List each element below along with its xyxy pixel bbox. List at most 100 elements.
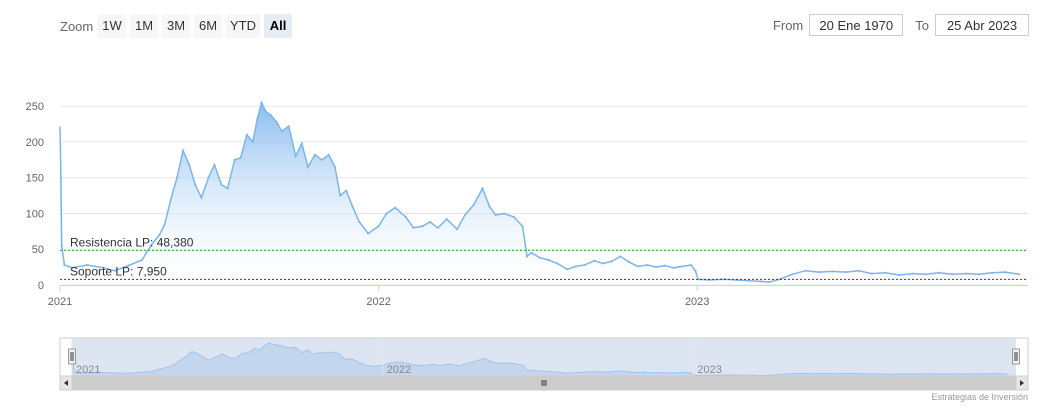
data-point [58,126,62,129]
data-point [436,226,440,229]
data-point [200,196,203,199]
from-label: From [772,17,804,33]
data-point [503,212,506,215]
data-point [646,263,649,267]
data-point [817,270,820,274]
zoom-button-all[interactable]: All [264,14,292,38]
data-point [488,205,491,208]
from-date-input[interactable] [809,14,904,36]
date-range: From To [773,14,1029,36]
navigator[interactable]: 2021 2022 2023 [59,337,1029,377]
data-point [264,110,268,114]
data-point [358,220,361,224]
x-tick-label: 2023 [685,296,709,308]
y-tick-label: 100 [26,208,44,220]
zoom-button-6m[interactable]: 6M [194,14,222,38]
data-point [977,273,981,276]
to-label: To [915,17,929,33]
data-point [158,233,161,237]
data-point [63,263,66,267]
data-point [306,165,310,169]
y-tick-label: 0 [38,280,44,292]
data-point [294,155,297,158]
navigator-right-handle[interactable] [1012,348,1020,365]
data-point [126,264,130,267]
data-point [778,278,781,281]
support-line-label: Soporte LP: 7,950 [70,264,167,278]
credits: Estrategias de Inversión [931,392,1028,402]
navigator-tick-label: 2023 [697,364,721,376]
data-point [412,226,415,229]
navigator-tick-label: 2022 [387,364,411,376]
data-point [494,213,497,217]
data-point [694,269,697,272]
data-point [547,258,550,262]
data-point [964,272,968,275]
data-point [256,117,259,121]
navigator-mask [72,338,1016,376]
data-point [194,183,197,186]
data-point [394,206,397,209]
data-point [884,271,887,274]
data-point [937,271,941,274]
data-point [345,189,348,192]
data-point [169,198,173,201]
scrollbar[interactable] [59,375,1029,391]
data-point [1004,270,1007,274]
data-point [327,153,330,156]
data-point [759,280,763,283]
zoom-button-1m[interactable]: 1M [130,14,158,38]
data-point [456,228,459,231]
data-point [251,140,255,144]
data-point [1018,273,1021,276]
data-point [175,176,179,179]
data-point [287,125,290,128]
data-point [85,263,89,267]
data-point [804,269,807,272]
data-point [181,149,185,152]
data-point [404,215,407,219]
data-point [351,205,354,208]
data-point [377,225,380,228]
data-point [538,256,542,259]
data-point [102,266,105,269]
data-point [950,273,954,276]
scroll-right-arrow-icon[interactable] [1020,380,1024,386]
data-point [627,260,631,264]
zoom-button-3m[interactable]: 3M [162,14,190,38]
zoom-button-ytd[interactable]: YTD [226,14,260,38]
data-point [149,244,152,247]
data-point [512,215,516,219]
data-point [140,258,144,262]
data-point [610,260,613,263]
data-point [428,220,432,224]
data-point [445,218,448,221]
data-point [689,263,693,267]
data-point [911,272,914,275]
scroll-left-arrow-icon[interactable] [64,380,68,386]
data-point [530,251,533,254]
data-point [366,232,370,235]
data-point [924,273,928,276]
data-point [583,263,586,267]
data-point [239,156,242,159]
zoom-button-1w[interactable]: 1W [98,14,126,38]
data-point [220,183,223,186]
data-point [320,158,324,161]
data-point [655,265,658,269]
to-date-input[interactable] [935,14,1029,36]
data-point [313,153,317,156]
data-point [663,264,667,267]
data-point [521,225,524,228]
data-point [60,244,63,247]
navigator-left-handle[interactable] [68,348,76,365]
data-point [791,273,794,276]
data-point [636,265,639,268]
data-point [601,262,605,265]
data-point [472,203,475,207]
x-tick-label: 2021 [48,296,72,308]
data-point [275,120,278,124]
data-point [565,268,569,271]
